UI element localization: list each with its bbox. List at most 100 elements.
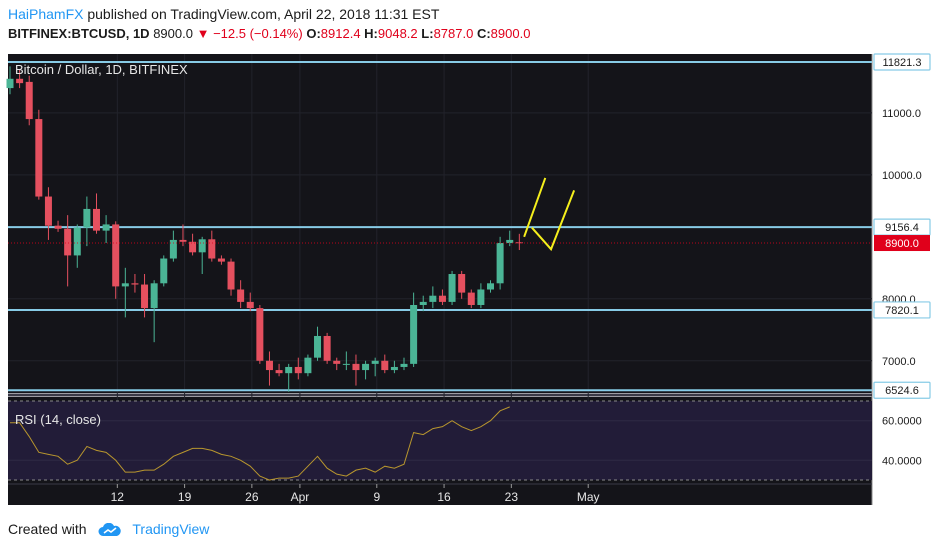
y-tick-label: 11000.0	[882, 108, 921, 120]
rsi-line	[10, 406, 510, 481]
candle-down	[275, 370, 283, 374]
publish-info: HaiPhamFX published on TradingView.com, …	[8, 6, 439, 22]
candle-down	[141, 284, 149, 309]
author-link[interactable]: HaiPhamFX	[8, 6, 84, 22]
trend-drawing	[531, 189, 576, 252]
level-label: 6524.6	[885, 385, 919, 397]
candle-down	[16, 78, 24, 84]
price-change: −12.5 (−0.14%)	[213, 26, 303, 41]
level-label: 9156.4	[885, 222, 919, 234]
candle-down	[438, 295, 446, 302]
candle-down	[25, 81, 33, 120]
candle-up	[150, 283, 158, 309]
tradingview-brand-link[interactable]: TradingView	[132, 521, 210, 537]
candle-down	[333, 360, 341, 364]
candle-up	[285, 366, 293, 374]
candle-up	[487, 283, 494, 290]
candle-up	[419, 301, 427, 305]
published-text: published on TradingView.com, April 22, …	[87, 6, 440, 22]
trend-drawing	[523, 177, 547, 238]
candle-down	[189, 241, 197, 253]
high-value: 9048.2	[377, 26, 418, 41]
candle-down	[265, 360, 273, 371]
candle-up	[477, 289, 485, 305]
candle-up	[371, 360, 379, 364]
footer: Created with TradingView	[8, 521, 209, 537]
candle-down	[64, 228, 72, 256]
candle-down	[35, 119, 43, 197]
candle-up	[73, 227, 81, 256]
rsi-band-fill	[8, 400, 872, 481]
x-tick-label: 23	[505, 490, 519, 504]
high-label: H:	[364, 26, 378, 41]
level-label-box	[873, 381, 931, 399]
created-with-text: Created with	[8, 521, 87, 537]
candle-down	[131, 283, 139, 285]
candle-down	[227, 261, 235, 290]
low-value: 8787.0	[433, 26, 474, 41]
candle-down	[246, 301, 254, 309]
candle-down	[217, 258, 225, 262]
x-tick-label: 19	[178, 490, 192, 504]
x-tick-label: 12	[111, 490, 125, 504]
candle-up	[429, 295, 437, 302]
time-axis-bg	[8, 484, 872, 505]
candle-up	[362, 363, 370, 371]
candle-up	[400, 363, 408, 367]
x-tick-label: Apr	[291, 490, 310, 504]
open-label: O:	[306, 26, 321, 41]
candle-up	[304, 357, 312, 374]
candle-up	[390, 366, 398, 371]
down-arrow-icon: ▼	[196, 26, 210, 41]
symbol-label: BITFINEX:BTCUSD, 1D	[8, 26, 150, 41]
x-tick-label: May	[577, 490, 600, 504]
candle-up	[83, 208, 91, 228]
level-label-box	[873, 301, 931, 319]
candle-down	[44, 196, 52, 226]
candle-down	[467, 292, 475, 305]
rsi-tick-label: 60.0000	[882, 416, 922, 428]
ohlc-header: BITFINEX:BTCUSD, 1D 8900.0 ▼ −12.5 (−0.1…	[8, 26, 530, 41]
candle-up	[169, 239, 177, 259]
candle-down	[256, 308, 264, 361]
open-value: 8912.4	[320, 26, 361, 41]
last-price-label: 8900.0	[885, 238, 919, 250]
last-price-label-box	[874, 235, 930, 252]
x-tick-label: 26	[245, 490, 259, 504]
candle-up	[314, 335, 322, 358]
close-label: C:	[476, 26, 491, 41]
low-label: L:	[421, 26, 434, 41]
candle-down	[381, 360, 389, 371]
candle-up	[102, 224, 110, 231]
y-tick-label: 10000.0	[882, 170, 922, 182]
candle-down	[237, 289, 245, 302]
level-label: 7820.1	[885, 305, 919, 317]
candle-up	[342, 363, 350, 365]
candle-down	[92, 208, 100, 231]
candle-up	[121, 283, 129, 287]
close-value: 8900.0	[490, 26, 531, 41]
candle-down	[208, 239, 216, 259]
candle-up	[506, 239, 514, 244]
candle-down	[352, 363, 360, 371]
level-label-box	[873, 53, 931, 71]
chart-title: Bitcoin / Dollar, 1D, BITFINEX	[15, 62, 188, 77]
x-tick-label: 9	[373, 490, 380, 504]
candle-up	[6, 78, 14, 89]
candle-down	[179, 239, 187, 242]
candle-down	[323, 335, 331, 361]
y-tick-label: 7000.0	[882, 356, 916, 368]
price-axis-bg	[872, 54, 932, 505]
candle-up	[198, 239, 206, 253]
main-pane-bg	[8, 54, 872, 393]
candle-down	[294, 366, 302, 374]
x-tick-label: 16	[437, 490, 451, 504]
level-label: 11821.3	[883, 57, 922, 69]
last-price: 8900.0	[153, 26, 193, 41]
tradingview-cloud-icon	[98, 523, 122, 537]
candle-up	[410, 304, 418, 364]
candle-down	[54, 225, 62, 229]
candle-up	[448, 274, 456, 302]
rsi-label: RSI (14, close)	[15, 412, 101, 427]
